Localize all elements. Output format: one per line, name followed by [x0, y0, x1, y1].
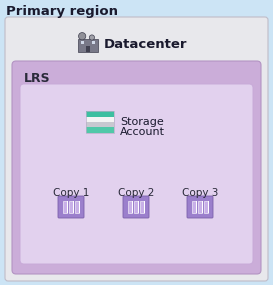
- Bar: [132, 201, 133, 213]
- Text: Storage: Storage: [120, 117, 164, 127]
- Text: Copy 3: Copy 3: [182, 188, 218, 198]
- Bar: [86, 117, 114, 122]
- FancyBboxPatch shape: [12, 61, 261, 274]
- Bar: [78, 39, 98, 52]
- Bar: [86, 127, 114, 133]
- Circle shape: [79, 32, 86, 40]
- Bar: [204, 201, 208, 213]
- Bar: [138, 201, 139, 213]
- Bar: [69, 201, 73, 213]
- Bar: [86, 46, 90, 52]
- Bar: [192, 201, 196, 213]
- Bar: [85, 111, 114, 133]
- Bar: [86, 111, 114, 133]
- Bar: [202, 201, 203, 213]
- Bar: [75, 201, 79, 213]
- Bar: [198, 201, 202, 213]
- Text: LRS: LRS: [24, 72, 51, 86]
- Bar: [144, 201, 145, 213]
- Bar: [196, 201, 197, 213]
- Text: Copy 2: Copy 2: [118, 188, 154, 198]
- FancyBboxPatch shape: [5, 17, 268, 281]
- FancyBboxPatch shape: [187, 196, 213, 218]
- Circle shape: [89, 35, 94, 40]
- FancyBboxPatch shape: [123, 196, 149, 218]
- Text: Primary region: Primary region: [6, 5, 118, 19]
- Bar: [79, 201, 80, 213]
- Bar: [67, 201, 68, 213]
- Bar: [92, 41, 96, 44]
- Text: Copy 1: Copy 1: [53, 188, 89, 198]
- FancyBboxPatch shape: [58, 196, 84, 218]
- Bar: [134, 201, 138, 213]
- FancyBboxPatch shape: [20, 84, 253, 264]
- Bar: [86, 111, 114, 117]
- Bar: [140, 201, 144, 213]
- Bar: [81, 41, 84, 44]
- Bar: [128, 201, 132, 213]
- Bar: [63, 201, 67, 213]
- Bar: [73, 201, 74, 213]
- Bar: [86, 122, 114, 127]
- Text: Datacenter: Datacenter: [104, 38, 188, 52]
- Bar: [208, 201, 209, 213]
- Text: Account: Account: [120, 127, 165, 137]
